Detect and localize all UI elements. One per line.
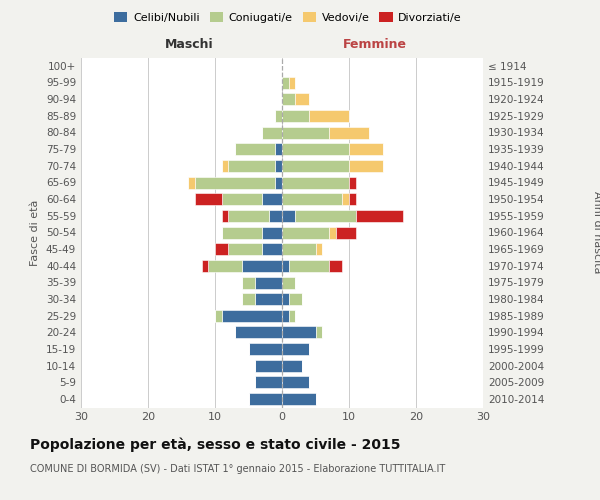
Bar [248,393,282,405]
Bar [295,210,356,222]
Bar [309,110,349,122]
Bar [229,160,275,172]
Bar [262,226,282,238]
Bar [282,326,316,338]
Bar [349,143,383,155]
Bar [215,310,222,322]
Bar [255,376,282,388]
Text: Anni di nascita: Anni di nascita [592,191,600,274]
Bar [255,360,282,372]
Bar [295,93,309,105]
Bar [282,93,295,105]
Bar [275,110,282,122]
Bar [282,193,343,205]
Bar [222,226,262,238]
Text: COMUNE DI BORMIDA (SV) - Dati ISTAT 1° gennaio 2015 - Elaborazione TUTTITALIA.IT: COMUNE DI BORMIDA (SV) - Dati ISTAT 1° g… [30,464,445,474]
Text: Popolazione per età, sesso e stato civile - 2015: Popolazione per età, sesso e stato civil… [30,438,401,452]
Bar [289,293,302,305]
Text: Femmine: Femmine [343,38,406,51]
Bar [282,260,289,272]
Bar [356,210,403,222]
Bar [282,210,295,222]
Bar [275,176,282,188]
Bar [282,160,349,172]
Bar [282,243,316,255]
Bar [208,260,242,272]
Bar [275,160,282,172]
Bar [235,143,275,155]
Bar [282,310,289,322]
Bar [262,126,282,138]
Bar [275,143,282,155]
Bar [282,76,289,88]
Bar [289,76,295,88]
Bar [316,326,322,338]
Bar [282,143,349,155]
Bar [262,193,282,205]
Bar [282,293,289,305]
Bar [329,226,335,238]
Bar [235,326,282,338]
Bar [229,210,269,222]
Legend: Celibi/Nubili, Coniugati/e, Vedovi/e, Divorziati/e: Celibi/Nubili, Coniugati/e, Vedovi/e, Di… [110,8,466,28]
Bar [222,193,262,205]
Bar [329,260,343,272]
Bar [222,160,229,172]
Bar [282,343,309,355]
Bar [282,276,295,288]
Bar [349,160,383,172]
Bar [222,310,282,322]
Bar [289,310,295,322]
Bar [282,360,302,372]
Bar [222,210,229,222]
Bar [335,226,356,238]
Bar [195,193,222,205]
Bar [242,293,255,305]
Bar [255,293,282,305]
Bar [195,176,275,188]
Bar [282,176,349,188]
Bar [289,260,329,272]
Bar [229,243,262,255]
Bar [242,276,255,288]
Bar [248,343,282,355]
Y-axis label: Fasce di età: Fasce di età [31,200,40,266]
Bar [282,226,329,238]
Bar [282,393,316,405]
Bar [262,243,282,255]
Bar [343,193,349,205]
Bar [215,243,229,255]
Bar [188,176,195,188]
Bar [255,276,282,288]
Bar [282,126,329,138]
Bar [349,176,356,188]
Bar [349,193,356,205]
Bar [282,376,309,388]
Text: Maschi: Maschi [165,38,214,51]
Bar [242,260,282,272]
Bar [202,260,208,272]
Bar [269,210,282,222]
Bar [329,126,369,138]
Bar [282,110,309,122]
Bar [316,243,322,255]
